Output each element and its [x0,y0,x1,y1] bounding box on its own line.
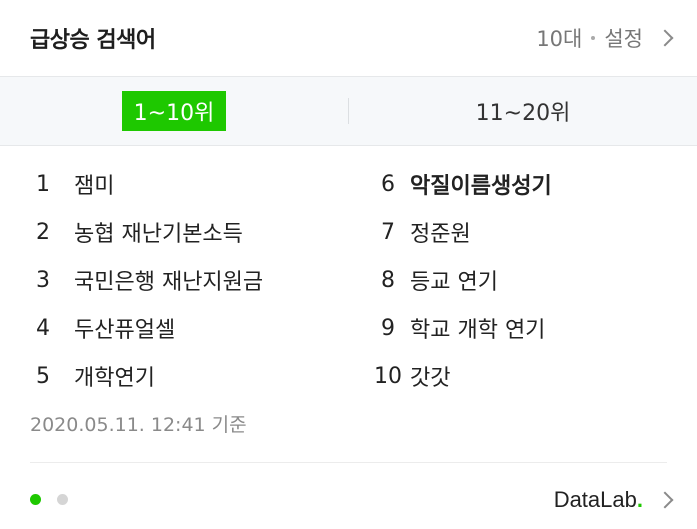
rank-number: 4 [36,315,50,341]
tab-label[interactable]: 11~20위 [475,101,571,126]
keyword[interactable]: 악질이름생성기 [410,174,552,199]
timestamp: 2020.05.11. 12:41 기준 [30,414,247,436]
settings-link[interactable]: 10대 설정 [536,23,674,53]
page-title: 급상승 검색어 [30,28,156,53]
keyword[interactable]: 두산퓨얼셀 [74,318,176,343]
separator-dot [591,36,596,40]
rank-number: 2 [36,219,50,245]
ranking-list: 1 잼미 2 농협 재난기본소득 3 국민은행 재난지원금 4 두산퓨얼셀 5 … [0,160,697,400]
datalab-link[interactable]: DataLab. [553,486,674,513]
keyword[interactable]: 갓갓 [410,366,451,391]
list-item[interactable]: 6 악질이름생성기 [366,160,552,208]
tab-label[interactable]: 1~10위 [121,91,227,131]
page-indicator [30,494,84,505]
rank-number: 9 [381,315,395,341]
list-item[interactable]: 1 잼미 [36,160,263,208]
list-item[interactable]: 4 두산퓨얼셀 [36,304,263,352]
keyword[interactable]: 잼미 [74,174,115,199]
rank-number: 3 [36,267,50,293]
tab-rank-11-20[interactable]: 11~20위 [349,77,697,145]
keyword[interactable]: 농협 재난기본소득 [74,222,243,247]
divider [30,462,667,463]
list-item[interactable]: 10 갓갓 [366,352,552,400]
ranking-column-right: 6 악질이름생성기 7 정준원 8 등교 연기 9 학교 개학 연기 10 갓갓 [366,160,552,400]
rank-number: 6 [381,171,395,197]
chevron-right-icon[interactable] [656,29,674,47]
keyword[interactable]: 정준원 [410,222,471,247]
page-dot-inactive[interactable] [57,494,68,505]
list-item[interactable]: 2 농협 재난기본소득 [36,208,263,256]
rank-number: 8 [381,267,395,293]
rank-number: 1 [36,171,50,197]
list-item[interactable]: 5 개학연기 [36,352,263,400]
ranking-column-left: 1 잼미 2 농협 재난기본소득 3 국민은행 재난지원금 4 두산퓨얼셀 5 … [36,160,263,400]
tab-rank-1-10[interactable]: 1~10위 [0,77,348,145]
rank-number: 7 [381,219,395,245]
rank-number: 10 [374,363,402,389]
chevron-right-icon[interactable] [656,491,674,508]
list-item[interactable]: 3 국민은행 재난지원금 [36,256,263,304]
list-item[interactable]: 9 학교 개학 연기 [366,304,552,352]
keyword[interactable]: 등교 연기 [410,270,498,295]
age-filter-label[interactable]: 10대 [536,27,583,51]
keyword[interactable]: 개학연기 [74,366,155,391]
list-item[interactable]: 8 등교 연기 [366,256,552,304]
rank-number: 5 [36,363,50,389]
keyword[interactable]: 국민은행 재난지원금 [74,270,264,295]
footer: DataLab. [0,470,697,529]
settings-label[interactable]: 설정 [604,27,643,51]
page-dot-active[interactable] [30,494,41,505]
rank-tabs: 1~10위 11~20위 [0,76,697,146]
keyword[interactable]: 학교 개학 연기 [410,318,546,343]
tab-divider [348,98,349,124]
brand-name[interactable]: DataLab [553,486,637,512]
header: 급상승 검색어 10대 설정 [0,0,697,76]
list-item[interactable]: 7 정준원 [366,208,552,256]
brand-dot: . [636,486,643,512]
